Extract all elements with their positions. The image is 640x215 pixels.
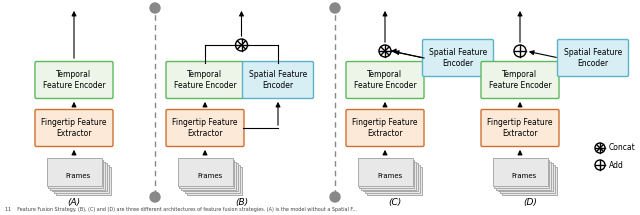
FancyBboxPatch shape: [481, 109, 559, 146]
Text: 11    Feature Fusion Strategy. (B), (C) and (D) are three different architecture: 11 Feature Fusion Strategy. (B), (C) and…: [5, 207, 357, 212]
FancyBboxPatch shape: [35, 109, 113, 146]
FancyBboxPatch shape: [35, 61, 113, 98]
FancyBboxPatch shape: [346, 61, 424, 98]
FancyBboxPatch shape: [346, 109, 424, 146]
FancyBboxPatch shape: [166, 61, 244, 98]
Circle shape: [236, 39, 248, 51]
Text: Frames: Frames: [197, 174, 222, 180]
Text: Add: Add: [609, 161, 624, 169]
Bar: [181, 162, 236, 190]
Circle shape: [595, 143, 605, 153]
Text: (C): (C): [388, 198, 402, 207]
Bar: [359, 160, 414, 188]
Circle shape: [595, 160, 605, 170]
Text: Spatial Feature
Encoder: Spatial Feature Encoder: [249, 70, 307, 90]
Bar: [496, 162, 551, 190]
FancyBboxPatch shape: [243, 61, 314, 98]
Text: Temporal
Feature Encoder: Temporal Feature Encoder: [43, 70, 106, 90]
Bar: [493, 158, 547, 186]
FancyBboxPatch shape: [166, 109, 244, 146]
Bar: [56, 167, 111, 195]
Bar: [494, 160, 549, 188]
Text: Frames: Frames: [66, 174, 91, 180]
Circle shape: [514, 45, 526, 57]
Bar: [183, 163, 238, 191]
Text: Temporal
Feature Encoder: Temporal Feature Encoder: [354, 70, 416, 90]
FancyBboxPatch shape: [557, 40, 628, 77]
Circle shape: [150, 3, 160, 13]
Bar: [50, 162, 105, 190]
Text: Spatial Feature
Encoder: Spatial Feature Encoder: [429, 48, 487, 68]
Bar: [363, 163, 418, 191]
Text: (A): (A): [67, 198, 81, 207]
Bar: [498, 163, 553, 191]
Bar: [179, 160, 234, 188]
Bar: [358, 158, 413, 186]
Text: Fingertip Feature
Extractor: Fingertip Feature Extractor: [41, 118, 107, 138]
Bar: [52, 163, 107, 191]
Text: Temporal
Feature Encoder: Temporal Feature Encoder: [489, 70, 551, 90]
Text: (D): (D): [523, 198, 537, 207]
Text: Fingertip Feature
Extractor: Fingertip Feature Extractor: [352, 118, 418, 138]
Text: (B): (B): [235, 198, 248, 207]
Circle shape: [330, 192, 340, 202]
FancyBboxPatch shape: [422, 40, 493, 77]
Text: Spatial Feature
Encoder: Spatial Feature Encoder: [564, 48, 622, 68]
Bar: [48, 160, 103, 188]
Bar: [502, 167, 557, 195]
FancyBboxPatch shape: [481, 61, 559, 98]
Bar: [361, 162, 416, 190]
Circle shape: [150, 192, 160, 202]
Text: Frames: Frames: [377, 174, 402, 180]
Bar: [47, 158, 102, 186]
Text: Fingertip Feature
Extractor: Fingertip Feature Extractor: [487, 118, 553, 138]
Text: Temporal
Feature Encoder: Temporal Feature Encoder: [173, 70, 236, 90]
Bar: [365, 165, 420, 193]
Bar: [186, 167, 241, 195]
Bar: [54, 165, 109, 193]
Text: Concat: Concat: [609, 143, 636, 152]
Circle shape: [330, 3, 340, 13]
Text: Fingertip Feature
Extractor: Fingertip Feature Extractor: [172, 118, 237, 138]
Bar: [177, 158, 232, 186]
Text: Frames: Frames: [512, 174, 537, 180]
Circle shape: [379, 45, 391, 57]
Bar: [185, 165, 240, 193]
Bar: [500, 165, 555, 193]
Bar: [367, 167, 422, 195]
